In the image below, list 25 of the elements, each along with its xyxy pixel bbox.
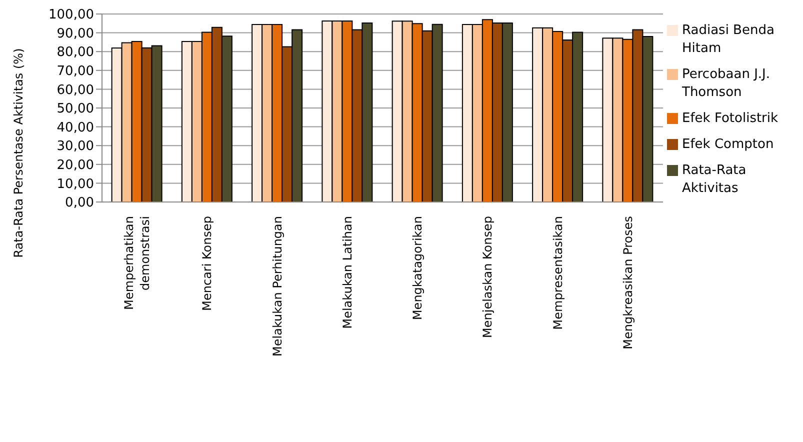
- y-tick-label: 40,00: [56, 120, 94, 136]
- x-tick-label: Melakukan Perhitungan: [270, 216, 284, 356]
- y-tick-label: 50,00: [56, 102, 94, 117]
- y-axis-title: Rata-Rata Persentase Aktivitas (%): [11, 48, 26, 258]
- legend-label: Efek Fotolistrik: [682, 110, 780, 128]
- y-tick-label: 100,00: [48, 8, 94, 23]
- y-tick-label: 30,00: [56, 139, 94, 154]
- y-tick-label: 20,00: [56, 158, 94, 174]
- legend-label: Efek Compton: [682, 136, 775, 154]
- x-tick-label: Mengkreasikan Proses: [620, 216, 635, 350]
- legend-label: Rata-Rata Aktivitas: [682, 162, 748, 198]
- legend-label: Radiasi Benda Hitam: [682, 22, 776, 58]
- x-tick-label: Memperhatikan demonstrasi: [122, 216, 152, 310]
- y-tick-label: 0,00: [65, 196, 94, 211]
- y-tick-label: 60,00: [56, 82, 94, 98]
- x-tick-label: Mengkatagorikan: [410, 216, 425, 320]
- y-tick-label: 80,00: [56, 45, 94, 60]
- y-tick-label: 70,00: [56, 64, 94, 80]
- x-tick-label: Melakukan Latihan: [340, 216, 354, 329]
- y-tick-label: 90,00: [56, 26, 94, 42]
- x-tick-label: Menjelaskan Konsep: [480, 216, 495, 338]
- x-tick-label: Mencari Konsep: [200, 216, 214, 311]
- legend-label: Percobaan J.J. Thomson: [682, 66, 772, 102]
- x-tick-label: Mempresentasikan: [550, 216, 565, 330]
- y-tick-label: 10,00: [56, 176, 94, 192]
